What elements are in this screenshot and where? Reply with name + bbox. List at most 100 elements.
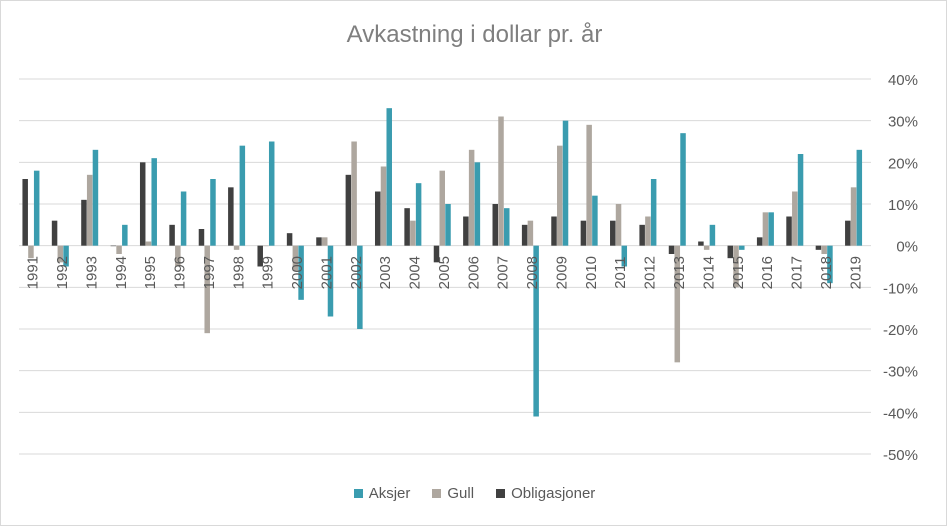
bar-obligasjoner-2006	[463, 216, 469, 246]
bar-obligasjoner-2004	[404, 208, 410, 246]
legend-swatch	[432, 489, 442, 498]
y-tick-label: 20%	[888, 155, 918, 172]
bar-aksjer-2006	[474, 162, 481, 246]
bar-gull-2008	[527, 220, 534, 246]
bar-aksjer-2007	[504, 208, 510, 246]
x-tick-label: 2009	[553, 256, 570, 289]
bar-gull-2011	[615, 204, 622, 246]
bar-aksjer-1998	[239, 145, 246, 246]
bar-aksjer-2017	[797, 154, 804, 246]
bar-obligasjoner-1999	[257, 245, 263, 267]
bar-obligasjoner-1993	[81, 199, 87, 246]
bar-obligasjoner-1994	[110, 245, 117, 247]
bar-gull-2007	[498, 116, 504, 246]
bar-aksjer-2008	[533, 245, 539, 417]
x-tick-label: 2012	[642, 256, 659, 289]
bar-aksjer-2015	[739, 245, 745, 250]
bar-aksjer-1996	[180, 191, 187, 246]
x-tick-label: 1996	[172, 256, 189, 289]
bar-gull-2018	[821, 245, 827, 254]
bar-aksjer-2001	[327, 245, 334, 317]
bar-gull-2001	[321, 237, 328, 246]
x-tick-label: 2018	[818, 256, 835, 289]
legend: Aksjer Gull Obligasjoner	[1, 485, 947, 502]
bar-obligasjoner-2013	[668, 245, 675, 254]
bar-gull-2019	[850, 187, 857, 246]
bar-obligasjoner-2003	[374, 191, 381, 246]
y-tick-label: -20%	[883, 322, 918, 339]
x-tick-label: 2007	[495, 256, 512, 289]
x-tick-label: 2004	[407, 256, 424, 289]
x-tick-label: 2000	[289, 256, 306, 289]
bar-gull-1994	[116, 245, 122, 254]
bar-aksjer-2002	[357, 245, 363, 329]
bar-gull-1996	[175, 245, 181, 267]
x-tick-label: 2005	[436, 256, 453, 289]
bar-aksjer-2013	[680, 133, 686, 246]
bar-aksjer-2019	[856, 149, 863, 246]
bar-obligasjoner-2002	[345, 174, 352, 246]
y-tick-label: -30%	[883, 364, 918, 381]
bar-aksjer-1992	[63, 245, 69, 267]
bar-aksjer-2012	[650, 179, 657, 246]
legend-item-gull: Gull	[432, 485, 474, 502]
y-tick-label: 30%	[888, 114, 918, 131]
bar-gull-2013	[674, 245, 681, 363]
bar-aksjer-1991	[33, 170, 40, 246]
x-tick-label: 2001	[318, 256, 335, 289]
bar-obligasjoner-2012	[639, 224, 645, 246]
bar-obligasjoner-2016	[756, 237, 763, 246]
bar-obligasjoner-2015	[727, 245, 734, 259]
bar-aksjer-2003	[386, 108, 392, 246]
legend-label: Gull	[447, 485, 475, 502]
bar-obligasjoner-1996	[169, 224, 175, 246]
bar-obligasjoner-2017	[786, 216, 792, 246]
x-tick-label: 1993	[83, 256, 100, 289]
x-tick-label: 1997	[201, 256, 218, 289]
bar-gull-1992	[57, 245, 64, 263]
y-tick-label: -40%	[883, 405, 918, 422]
y-tick-label: -50%	[883, 447, 918, 464]
bar-aksjer-1997	[210, 179, 216, 246]
bar-obligasjoner-2000	[286, 233, 293, 246]
x-tick-label: 2017	[789, 256, 806, 289]
bar-gull-2017	[792, 191, 798, 246]
y-tick-label: 0%	[896, 239, 918, 256]
legend-label: Aksjer	[368, 485, 411, 502]
x-tick-label: 1992	[54, 256, 71, 289]
bar-obligasjoner-1992	[51, 220, 58, 246]
bar-gull-1999	[263, 245, 269, 247]
x-tick-label: 2008	[524, 256, 541, 289]
bar-obligasjoner-2018	[815, 245, 822, 250]
bar-aksjer-2005	[445, 204, 451, 246]
bar-gull-1993	[86, 174, 93, 246]
x-tick-label: 1994	[113, 256, 130, 289]
bar-obligasjoner-1998	[228, 187, 234, 246]
bar-aksjer-2004	[415, 183, 422, 246]
bar-gull-2016	[762, 212, 769, 246]
legend-swatch	[496, 489, 506, 498]
x-tick-label: 2013	[671, 256, 688, 289]
bar-gull-2006	[468, 149, 475, 246]
x-tick-label: 1995	[142, 256, 159, 289]
x-tick-label: 2006	[465, 256, 482, 289]
bar-aksjer-2000	[298, 245, 304, 300]
bar-gull-2002	[351, 141, 357, 246]
y-tick-label: -10%	[883, 280, 918, 297]
x-tick-label: 1991	[25, 256, 42, 289]
bar-aksjer-1993	[92, 149, 99, 246]
x-tick-label: 2015	[730, 256, 747, 289]
bar-obligasjoner-2014	[698, 241, 704, 246]
legend-item-obligasjoner: Obligasjoner	[496, 485, 595, 502]
x-tick-label: 2003	[377, 256, 394, 289]
bar-gull-2014	[703, 245, 710, 250]
bar-gull-2004	[410, 220, 416, 246]
x-tick-label: 1998	[230, 256, 247, 289]
bar-gull-1995	[145, 241, 152, 246]
bar-gull-2003	[380, 166, 387, 246]
legend-label: Obligasjoner	[511, 485, 596, 502]
bar-obligasjoner-1997	[198, 229, 205, 246]
x-tick-label: 2016	[759, 256, 776, 289]
bar-obligasjoner-1995	[139, 162, 146, 246]
